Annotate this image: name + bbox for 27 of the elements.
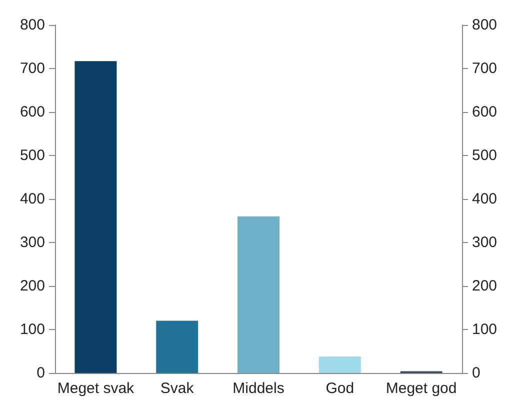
y-tick-label: 200 [20,278,45,294]
bar [318,356,361,373]
x-tick-label: God [326,380,354,397]
y-tick-label: 300 [20,234,45,251]
y2-tick-label: 600 [472,104,498,120]
y-tick-label: 400 [20,190,45,208]
y2-tick-label: 700 [472,60,498,77]
y-tick-label: 700 [20,60,45,77]
y2-tick-label: 100 [472,321,498,338]
y-tick-label: 0 [36,364,45,382]
bar [74,61,117,373]
x-tick-label: Svak [160,380,194,397]
x-tick-label: Meget god [386,380,457,397]
y-tick-label: 600 [20,104,45,120]
x-tick-label: Middels [232,380,284,397]
x-tick-label: Meget svak [57,380,135,397]
y2-tick-label: 800 [472,16,498,34]
y-tick-label: 500 [20,147,45,164]
y-tick-label: 800 [20,16,45,34]
y2-tick-label: 200 [472,278,498,294]
bar [238,216,280,373]
y2-tick-label: 0 [472,364,480,382]
y2-tick-label: 300 [472,234,498,251]
y-tick-label: 100 [20,321,45,338]
bar [156,320,198,373]
y2-tick-label: 500 [472,147,498,164]
y2-tick-label: 400 [472,190,498,208]
